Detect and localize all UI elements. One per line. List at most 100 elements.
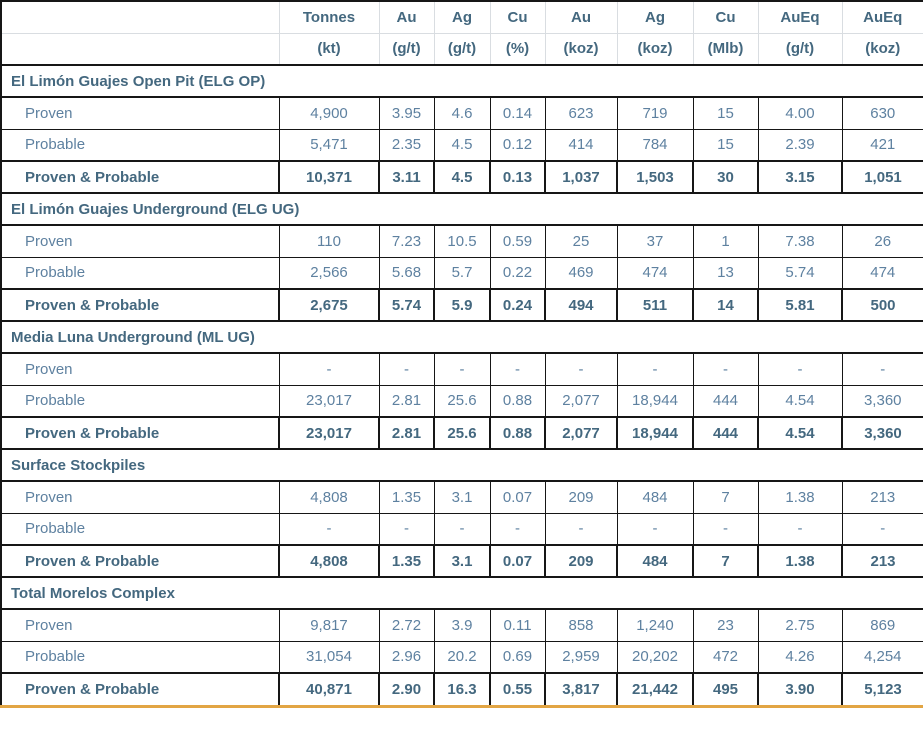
data-row: Probable 5,471 2.35 4.5 0.12 414 784 15 2.39 421 (0, 128, 923, 162)
row-label: Proven & Probable (0, 288, 280, 322)
value-cell-6: 495 (692, 672, 759, 705)
data-row: Proven 110 7.23 10.5 0.59 25 37 1 7.38 26 (0, 224, 923, 258)
value-cell-4: 209 (544, 544, 618, 578)
value-cell-2: 3.1 (433, 544, 491, 578)
value-cell-6: - (692, 512, 759, 546)
section-row: El Limón Guajes Open Pit (ELG OP) (0, 64, 923, 98)
value-cell-4: 623 (544, 96, 618, 130)
total-row: Proven & Probable 4,808 1.35 3.1 0.07 209 484 7… (0, 544, 923, 578)
col-header-au-4: Au (544, 1, 617, 34)
value-cell-7: 4.54 (757, 416, 843, 450)
row-label: Proven & Probable (0, 544, 280, 578)
value-cell-1: 3.11 (378, 160, 435, 194)
value-cell-7: 2.39 (757, 128, 843, 162)
value-cell-8: 474 (841, 256, 923, 290)
value-cell-7: 1.38 (757, 544, 843, 578)
value-cell-4: 2,959 (544, 640, 618, 674)
value-cell-5: 37 (616, 224, 694, 258)
value-cell-2: 4.5 (433, 128, 491, 162)
value-cell-5: 484 (616, 480, 694, 514)
data-row: Proven - - - - - - - - - (0, 352, 923, 386)
value-cell-5: 21,442 (616, 672, 694, 705)
value-cell-8: 213 (841, 544, 923, 578)
value-cell-6: 14 (692, 288, 759, 322)
data-row: Proven 9,817 2.72 3.9 0.11 858 1,240 23 2.75 869 (0, 608, 923, 642)
value-cell-6: 444 (692, 416, 759, 450)
value-cell-2: 10.5 (433, 224, 491, 258)
value-cell-7: 7.38 (757, 224, 843, 258)
total-row: Proven & Probable 23,017 2.81 25.6 0.88 2,077… (0, 416, 923, 450)
value-cell-8: 4,254 (841, 640, 923, 674)
value-cell-3: 0.69 (489, 640, 546, 674)
col-unit-3: (%) (489, 33, 545, 66)
total-row: Proven & Probable 40,871 2.90 16.3 0.55 3,817… (0, 672, 923, 705)
value-cell-6: 30 (692, 160, 759, 194)
value-cell-3: 0.07 (489, 544, 546, 578)
col-unit-0: (kt) (278, 33, 379, 66)
value-cell-7: 4.00 (757, 96, 843, 130)
value-cell-7: 3.15 (757, 160, 843, 194)
value-cell-7: 5.74 (757, 256, 843, 290)
value-cell-5: 1,240 (616, 608, 694, 642)
row-label: Probable (0, 256, 280, 290)
value-cell-6: - (692, 352, 759, 386)
value-cell-8: 869 (841, 608, 923, 642)
value-cell-0: - (278, 512, 380, 546)
value-cell-6: 15 (692, 128, 759, 162)
value-cell-3: 0.07 (489, 480, 546, 514)
value-cell-4: 1,037 (544, 160, 618, 194)
value-cell-8: 3,360 (841, 416, 923, 450)
value-cell-2: 16.3 (433, 672, 491, 705)
value-cell-2: 25.6 (433, 384, 491, 418)
value-cell-5: 18,944 (616, 384, 694, 418)
value-cell-6: 13 (692, 256, 759, 290)
value-cell-4: 2,077 (544, 416, 618, 450)
value-cell-4: 858 (544, 608, 618, 642)
header-empty-cell (1, 33, 279, 66)
value-cell-4: 2,077 (544, 384, 618, 418)
value-cell-1: 1.35 (378, 544, 435, 578)
value-cell-5: 511 (616, 288, 694, 322)
value-cell-3: 0.12 (489, 128, 546, 162)
row-label: Proven (0, 352, 280, 386)
value-cell-1: 1.35 (378, 480, 435, 514)
row-label: Proven & Probable (0, 672, 280, 705)
value-cell-8: - (841, 512, 923, 546)
value-cell-5: 1,503 (616, 160, 694, 194)
value-cell-3: 0.22 (489, 256, 546, 290)
value-cell-6: 7 (692, 544, 759, 578)
data-row: Proven 4,808 1.35 3.1 0.07 209 484 7 1.38 213 (0, 480, 923, 514)
value-cell-1: 2.90 (378, 672, 435, 705)
value-cell-6: 7 (692, 480, 759, 514)
value-cell-3: 0.88 (489, 384, 546, 418)
value-cell-3: - (489, 352, 546, 386)
col-unit-2: (g/t) (433, 33, 490, 66)
value-cell-8: 26 (841, 224, 923, 258)
value-cell-6: 444 (692, 384, 759, 418)
value-cell-3: 0.59 (489, 224, 546, 258)
value-cell-0: 2,566 (278, 256, 380, 290)
value-cell-1: 7.23 (378, 224, 435, 258)
value-cell-0: 40,871 (278, 672, 380, 705)
col-header-tonnes-0: Tonnes (278, 1, 379, 34)
row-label: Proven (0, 96, 280, 130)
value-cell-4: 3,817 (544, 672, 618, 705)
value-cell-5: - (616, 512, 694, 546)
value-cell-8: 5,123 (841, 672, 923, 705)
col-header-aueq-8: AuEq (841, 1, 923, 34)
col-unit-4: (koz) (544, 33, 617, 66)
col-header-aueq-7: AuEq (757, 1, 842, 34)
row-label: Proven & Probable (0, 416, 280, 450)
value-cell-2: 3.1 (433, 480, 491, 514)
value-cell-0: 110 (278, 224, 380, 258)
section-title: Media Luna Underground (ML UG) (0, 320, 923, 354)
value-cell-1: - (378, 352, 435, 386)
row-label: Probable (0, 384, 280, 418)
col-unit-8: (koz) (841, 33, 923, 66)
value-cell-6: 23 (692, 608, 759, 642)
col-header-ag-2: Ag (433, 1, 490, 34)
section-row: Media Luna Underground (ML UG) (0, 320, 923, 354)
value-cell-2: 4.6 (433, 96, 491, 130)
col-unit-7: (g/t) (757, 33, 842, 66)
value-cell-1: 5.68 (378, 256, 435, 290)
